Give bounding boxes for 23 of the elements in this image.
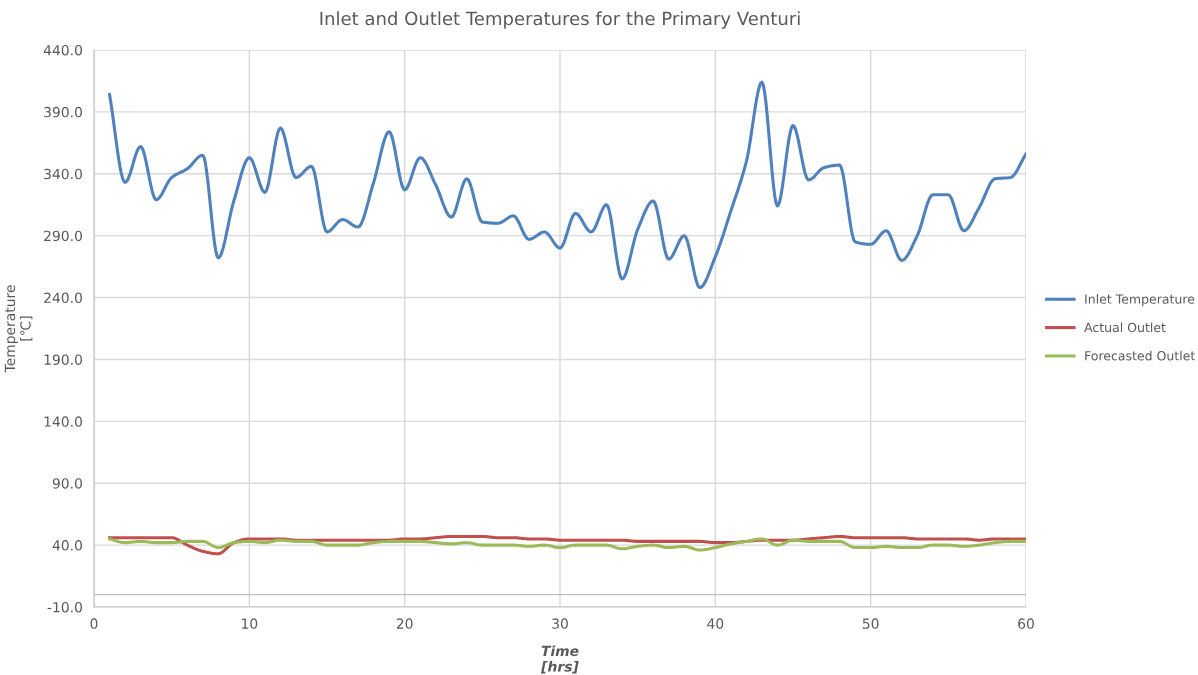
x-tick-label: 60: [1018, 618, 1034, 629]
y-tick-label: 340.0: [44, 168, 82, 180]
x-tick-label: 50: [862, 618, 879, 629]
legend-label: Actual Outlet: [1084, 322, 1166, 333]
y-tick-label: 190.0: [44, 354, 82, 365]
y-axis-title: Temperature [℃]: [4, 285, 33, 373]
y-tick-label: -10.0: [47, 601, 82, 613]
y-tick-label: 140.0: [44, 416, 82, 427]
y-tick-label: 90.0: [52, 478, 82, 489]
x-tick-label: 10: [242, 618, 258, 629]
x-tick-label: 30: [552, 618, 568, 629]
x-tick-label: 20: [396, 618, 413, 629]
y-tick-label: 390.0: [44, 106, 82, 118]
y-tick-label: 290.0: [44, 230, 82, 242]
y-tick-label: 240.0: [44, 292, 82, 304]
x-tick-label: 0: [90, 618, 98, 629]
x-axis-title: Time [hrs]: [541, 645, 579, 674]
x-tick-label: 40: [707, 618, 724, 629]
y-tick-label: 440.0: [43, 44, 82, 56]
chart-title: Inlet and Outlet Temperatures for the Primary Venturi: [320, 11, 800, 29]
legend-label: Inlet Temperature: [1085, 294, 1195, 307]
legend-label: Forecasted Outlet: [1085, 350, 1195, 361]
y-tick-label: 40.0: [52, 540, 82, 551]
